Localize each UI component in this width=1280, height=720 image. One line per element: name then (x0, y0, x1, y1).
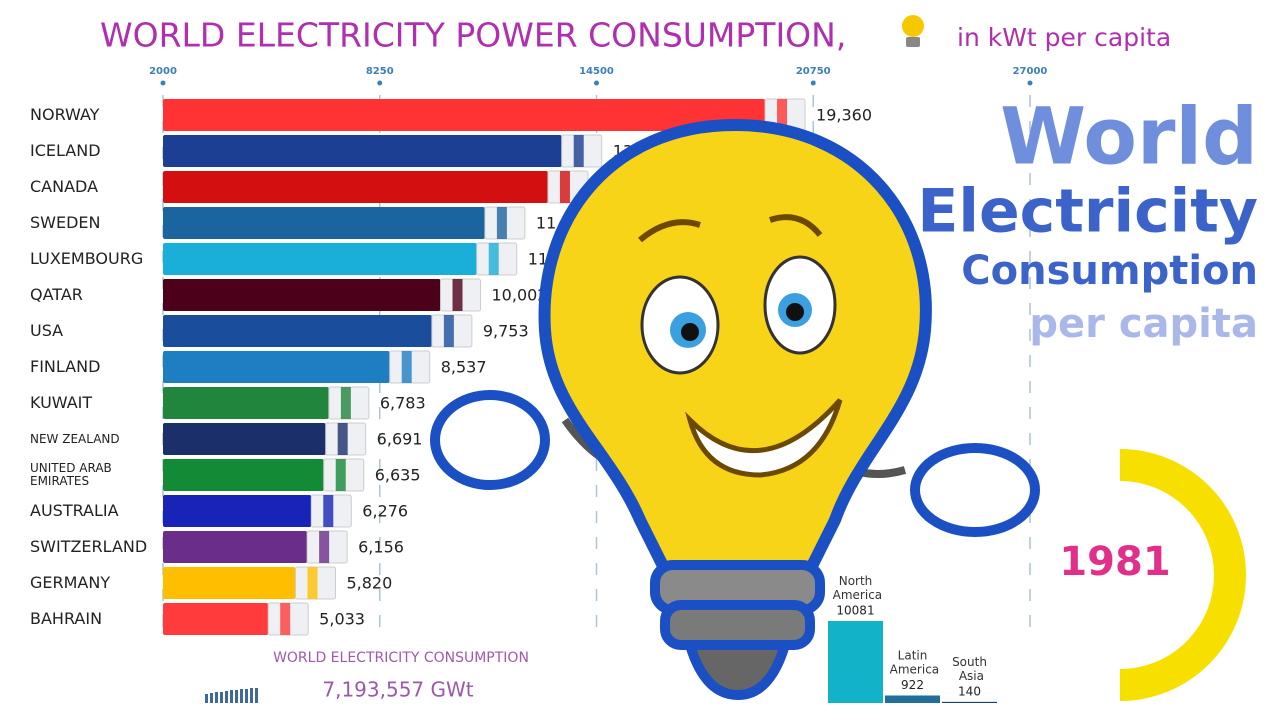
bar (163, 207, 485, 239)
bar (163, 171, 548, 203)
flag-band (307, 567, 318, 599)
bar (163, 531, 308, 563)
lightbulb (430, 118, 1040, 701)
bar (885, 695, 940, 703)
category-label: NORWAY (30, 104, 100, 124)
value-label: 5,033 (319, 610, 365, 629)
flag-band (340, 387, 351, 419)
flag-band (777, 99, 788, 131)
value-label: 6,156 (358, 538, 404, 557)
value-label: 6,276 (362, 502, 408, 521)
flag-band (559, 171, 570, 203)
bar (163, 603, 269, 635)
value-label: 10081 (836, 604, 874, 618)
flag-band (401, 351, 412, 383)
flag-band (452, 279, 463, 311)
category-label: BAHRAIN (30, 608, 103, 628)
value-label: 6,783 (380, 394, 426, 413)
chart-subtitle: in kWt per capita (957, 23, 1171, 52)
value-label: 6,691 (377, 430, 423, 449)
flag-band (335, 459, 346, 491)
category-label: USA (30, 320, 64, 340)
category-label: North America (829, 574, 882, 602)
headline-line: World (1000, 92, 1258, 182)
category-label: CANADA (30, 176, 99, 196)
value-label: 922 (901, 678, 924, 692)
chart-title: WORLD ELECTRICITY POWER CONSUMPTION, (100, 16, 846, 55)
value-label: 8,537 (441, 358, 487, 377)
value-label: 10,002 (492, 286, 548, 305)
value-label: 5,820 (346, 574, 392, 593)
category-label: NEW ZEALAND (30, 431, 120, 446)
headline-line: per capita (1029, 301, 1258, 347)
headline-line: Electricity (917, 177, 1258, 247)
bar (163, 423, 326, 455)
headline-line: Consumption (961, 248, 1258, 294)
total-value: 7,193,557 GWt (322, 678, 473, 702)
x-tick-label: 27000 (1013, 66, 1048, 77)
category-label: UNITED ARAB EMIRATES (30, 461, 112, 488)
x-tick-label: 20750 (796, 66, 831, 77)
bar (163, 387, 329, 419)
mini-icon (205, 688, 258, 703)
category-label: GERMANY (30, 572, 111, 592)
flag-band (337, 423, 348, 455)
bar (163, 315, 432, 347)
category-label: KUWAIT (30, 392, 93, 412)
x-tick-label: 14500 (579, 66, 614, 77)
value-label: 140 (958, 684, 981, 698)
total-label: WORLD ELECTRICITY CONSUMPTION (273, 650, 529, 666)
bar (163, 243, 477, 275)
category-label: SWEDEN (30, 212, 101, 232)
category-label: FINLAND (30, 356, 101, 376)
flag-band (280, 603, 291, 635)
tick-mark (810, 80, 816, 86)
bar (163, 351, 390, 383)
flag-band (319, 531, 330, 563)
x-tick-label: 2000 (149, 66, 177, 77)
category-label: LUXEMBOURG (30, 248, 144, 268)
year: 1981 (1059, 539, 1170, 585)
value-label: 19,360 (816, 106, 872, 125)
category-label: SWITZERLAND (30, 536, 148, 556)
tick-mark (377, 80, 383, 86)
tick-mark (1027, 80, 1033, 86)
tick-mark (160, 80, 166, 86)
flag-band (488, 243, 499, 275)
x-tick-label: 8250 (366, 66, 394, 77)
bar (163, 99, 766, 131)
bar (942, 701, 997, 703)
value-label: 9,753 (483, 322, 529, 341)
category-label: AUSTRALIA (30, 500, 119, 520)
bar (163, 495, 312, 527)
category-label: ICELAND (30, 140, 101, 160)
flag-band (496, 207, 507, 239)
category-label: South Asia (952, 654, 987, 682)
category-label: QATAR (30, 284, 83, 304)
year-gauge (1119, 449, 1246, 701)
bar (828, 621, 883, 703)
bar (163, 567, 296, 599)
bar (163, 279, 441, 311)
tick-mark (594, 80, 599, 86)
bar (163, 459, 324, 491)
flag-band (443, 315, 454, 347)
flag-band (323, 495, 334, 527)
value-label: 6,635 (375, 466, 421, 485)
category-label: Latin America (886, 648, 939, 676)
bar (163, 135, 562, 167)
bulb-icon (902, 15, 924, 47)
flag-band (573, 135, 584, 167)
